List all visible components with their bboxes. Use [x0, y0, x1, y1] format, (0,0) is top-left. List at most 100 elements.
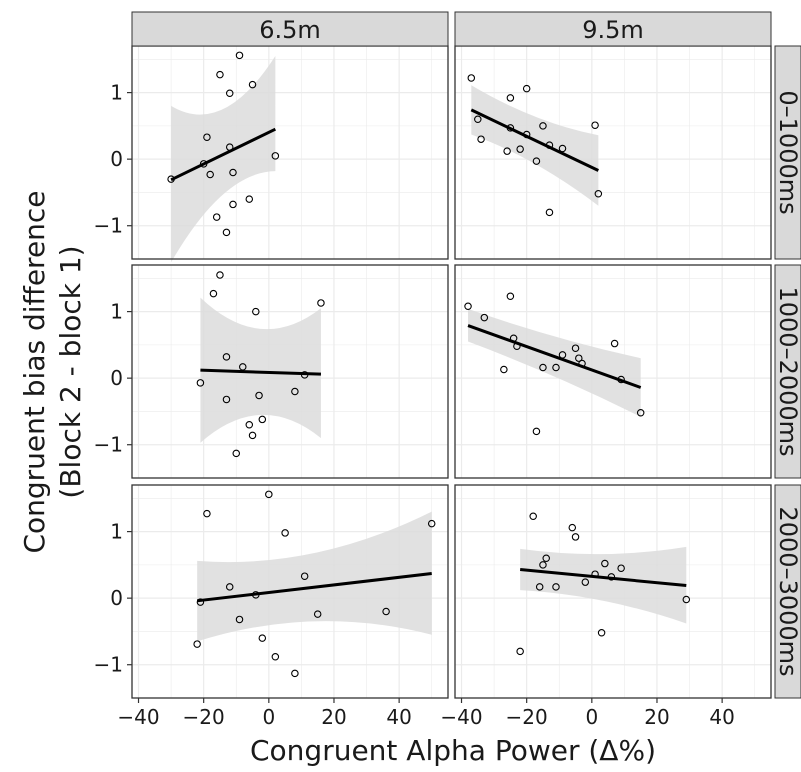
data-point	[255, 391, 263, 400]
data-point	[535, 583, 544, 591]
data-point	[235, 615, 244, 624]
data-point	[682, 595, 691, 604]
data-point	[199, 160, 208, 168]
data-point	[571, 533, 580, 541]
data-point	[506, 124, 515, 132]
y-tick-label: 0	[110, 366, 123, 390]
data-point	[248, 431, 257, 440]
y-tick-label: −1	[94, 433, 123, 457]
data-point	[500, 365, 508, 374]
data-point	[245, 195, 254, 203]
data-point	[503, 147, 511, 155]
data-point	[382, 607, 390, 616]
data-point	[427, 519, 436, 528]
row-strip-label-1: 1000–2000ms	[774, 286, 801, 456]
confidence-ribbon	[471, 85, 599, 206]
data-point	[558, 144, 567, 153]
data-point	[516, 145, 524, 153]
data-point	[300, 572, 309, 580]
panel-background	[455, 46, 771, 259]
column-strip-0	[131, 11, 449, 47]
data-point	[513, 342, 521, 350]
data-point	[209, 289, 218, 298]
data-point	[480, 313, 489, 322]
x-tick-label: 40	[709, 705, 734, 729]
data-point	[271, 652, 280, 661]
y-axis-title-line-2: (Block 2 - block 1)	[54, 245, 87, 498]
confidence-ribbon	[197, 511, 432, 642]
x-tick-label: −40	[117, 705, 159, 729]
data-point	[542, 554, 550, 562]
regression-line	[200, 368, 321, 376]
row-strip-0	[774, 45, 801, 260]
data-point	[229, 200, 237, 209]
data-point	[467, 74, 476, 82]
row-strip-label-2: 2000–3000ms	[774, 506, 801, 676]
x-tick-label: −40	[440, 705, 482, 729]
data-point	[225, 583, 234, 591]
y-tick-label: −1	[94, 653, 123, 677]
data-point	[617, 375, 625, 384]
data-point	[607, 573, 616, 581]
data-point	[522, 130, 531, 139]
data-point	[196, 379, 205, 387]
data-point	[464, 302, 472, 311]
panel-1-1	[454, 264, 772, 479]
y-tick-label: −1	[94, 214, 123, 238]
data-point	[222, 353, 231, 361]
regression-line	[470, 108, 599, 172]
data-point	[271, 152, 280, 160]
regression-line	[196, 572, 432, 603]
data-point	[291, 669, 299, 678]
data-point	[216, 271, 224, 279]
data-point	[235, 51, 244, 60]
x-tick-label: −20	[506, 705, 548, 729]
x-axis-title: Congruent Alpha Power (Δ%)	[250, 734, 656, 767]
panel-2-1	[454, 484, 772, 699]
panel-border	[131, 264, 449, 479]
y-axis-title-line-1: Congruent bias difference	[18, 190, 51, 553]
data-point	[258, 415, 267, 424]
column-strip-label-0: 6.5m	[259, 16, 321, 44]
panel-0-0	[131, 45, 449, 263]
y-tick-label: 0	[110, 147, 123, 171]
y-tick-label: 1	[110, 81, 123, 105]
data-point	[225, 89, 234, 98]
column-strip-label-1: 9.5m	[582, 16, 644, 44]
data-point	[571, 344, 580, 352]
x-tick-label: 0	[262, 705, 275, 729]
data-point	[258, 634, 267, 642]
data-point	[545, 141, 554, 149]
data-point	[552, 363, 560, 372]
row-strip-2	[774, 484, 801, 699]
panel-0-1	[454, 45, 772, 260]
y-tick-label: 0	[110, 586, 123, 610]
data-point	[578, 359, 586, 368]
y-tick-label: 1	[110, 300, 123, 324]
data-point	[597, 629, 606, 637]
data-point	[222, 395, 231, 404]
x-tick-label: 20	[644, 705, 669, 729]
row-strip-label-0: 0–1000ms	[774, 90, 801, 214]
data-point	[216, 70, 224, 79]
data-point	[300, 371, 309, 379]
data-point	[281, 529, 289, 537]
column-strip-1	[454, 11, 772, 47]
panel-border	[454, 484, 772, 699]
data-point	[245, 420, 254, 429]
data-point	[225, 143, 234, 151]
regression-line	[170, 127, 276, 182]
data-point	[229, 168, 237, 177]
data-point	[539, 363, 547, 372]
data-point	[167, 175, 175, 183]
panel-border	[454, 264, 772, 479]
data-point	[196, 598, 205, 606]
axes-layer: −1 0 1 −1 0 1 −1 0 1 −40 −20 0 20 40 −40 −20 0 20 40	[94, 81, 735, 729]
data-point	[317, 299, 325, 307]
data-point	[239, 363, 247, 371]
data-point	[212, 213, 221, 221]
data-point	[509, 334, 518, 342]
confidence-ribbon	[200, 297, 321, 443]
data-point	[539, 122, 547, 130]
